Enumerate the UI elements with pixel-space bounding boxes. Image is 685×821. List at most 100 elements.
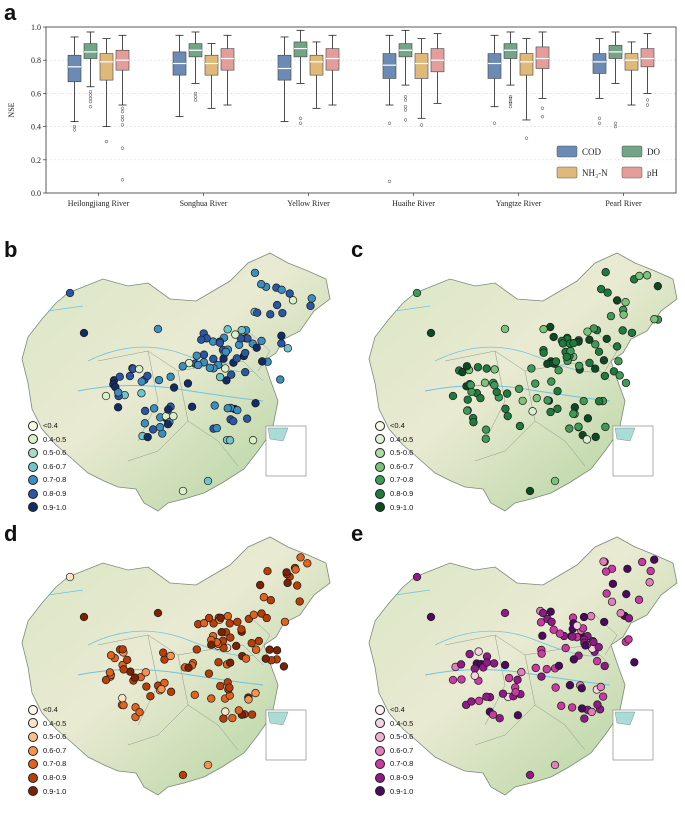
- legend-label: 0.8-0.9: [43, 772, 67, 782]
- station-dot: [565, 424, 574, 433]
- station-dot: [135, 364, 144, 374]
- map-legend-b: <0.4 0.4-0.5 0.5-0.6 0.6-0.7 0.7-0.8 0.8-0.9 0…: [28, 419, 66, 514]
- station-dot: [226, 658, 235, 667]
- station-dot: [596, 682, 606, 692]
- flier-point: [120, 118, 125, 122]
- river-line: [47, 589, 84, 596]
- station-dot: [579, 396, 588, 406]
- station-dot: [190, 690, 199, 700]
- station-dot: [549, 625, 558, 634]
- legend-row: 0.7-0.8: [28, 757, 66, 771]
- station-dot: [306, 301, 315, 311]
- flier-point: [508, 101, 513, 106]
- station-dot: [482, 658, 492, 667]
- station-dot: [183, 379, 193, 388]
- legend-dot: [28, 434, 38, 445]
- flier-point: [120, 106, 125, 110]
- legend-label: 0.9-1.0: [390, 786, 414, 796]
- station-dot: [549, 332, 558, 342]
- station-dot: [624, 635, 633, 644]
- legend-row: 0.4-0.5: [375, 717, 413, 731]
- legend-label: 0.5-0.6: [390, 732, 414, 742]
- y-tick-label: 0.6: [31, 89, 41, 98]
- station-dot: [259, 593, 269, 602]
- station-dot: [166, 372, 175, 381]
- legend-swatch: [621, 145, 643, 158]
- flier-point: [508, 95, 513, 99]
- station-dot: [178, 770, 188, 780]
- station-dot: [536, 618, 546, 627]
- legend-label: 0.4-0.5: [390, 434, 414, 444]
- station-dot: [192, 351, 201, 360]
- station-dot: [199, 618, 209, 628]
- station-dot: [569, 338, 578, 348]
- panel-d-letter: d: [4, 521, 18, 546]
- river-line: [394, 305, 431, 312]
- station-dot: [482, 692, 491, 701]
- station-dot: [568, 632, 577, 641]
- box-body: [414, 53, 429, 79]
- station-dot: [602, 334, 611, 344]
- inset-frame: [612, 425, 654, 477]
- river-line: [434, 346, 601, 373]
- station-dot: [216, 613, 225, 623]
- legend-label: 0.9-1.0: [43, 786, 67, 796]
- station-dot: [463, 406, 472, 415]
- box-body: [487, 53, 502, 79]
- province-border: [97, 634, 209, 656]
- station-dot: [531, 663, 540, 673]
- station-dot: [106, 651, 116, 660]
- station-dot: [457, 675, 466, 684]
- station-dot: [257, 336, 266, 346]
- legend-dot: [375, 759, 385, 770]
- station-dot: [207, 694, 216, 703]
- map-c: [368, 252, 678, 512]
- station-dot: [233, 617, 242, 627]
- legend-label: DO: [647, 147, 660, 157]
- station-dot: [600, 617, 609, 627]
- station-dot: [650, 315, 659, 324]
- box-1-2: [204, 43, 219, 109]
- station-dot: [197, 335, 206, 344]
- flier-point: [88, 90, 93, 94]
- flier-point: [613, 124, 618, 129]
- legend-swatch: [621, 166, 643, 179]
- station-dot: [608, 579, 618, 588]
- station-dot: [621, 378, 631, 388]
- flier-point: [193, 91, 198, 96]
- box-body: [325, 48, 340, 71]
- station-dot: [130, 673, 140, 682]
- box-3-1: [398, 29, 413, 122]
- station-dot: [498, 689, 508, 698]
- station-dot: [295, 597, 304, 606]
- province-border: [474, 420, 536, 462]
- boxplot-chart: 0.0 0.2 0.4 0.6 0.8 1.0 NSE Heilongjiang River S…: [7, 23, 677, 208]
- station-dot: [166, 651, 175, 661]
- box-5-1: [608, 31, 623, 129]
- station-dot: [203, 476, 213, 486]
- legend-label: 0.8-0.9: [390, 488, 414, 498]
- station-dot: [212, 423, 222, 433]
- station-dot: [481, 425, 491, 434]
- province-border: [217, 440, 239, 467]
- station-dot: [503, 389, 512, 398]
- flier-point: [613, 121, 618, 125]
- station-dot: [504, 673, 514, 683]
- box-1-3: [220, 34, 235, 106]
- station-dot: [580, 714, 589, 723]
- station-dot: [500, 608, 510, 618]
- y-tick-label: 0.2: [31, 156, 41, 165]
- station-dot: [462, 362, 472, 371]
- province-border: [594, 330, 618, 372]
- station-dot: [137, 377, 146, 386]
- station-dot: [650, 555, 659, 564]
- station-dot: [219, 354, 228, 363]
- station-dot: [553, 404, 562, 413]
- flier-point: [120, 110, 125, 114]
- station-dot: [426, 328, 436, 338]
- legend-swatch: [556, 145, 578, 158]
- station-dot: [146, 692, 155, 701]
- station-dot: [591, 340, 600, 349]
- station-dot: [101, 675, 111, 685]
- inset-sea: [614, 427, 636, 442]
